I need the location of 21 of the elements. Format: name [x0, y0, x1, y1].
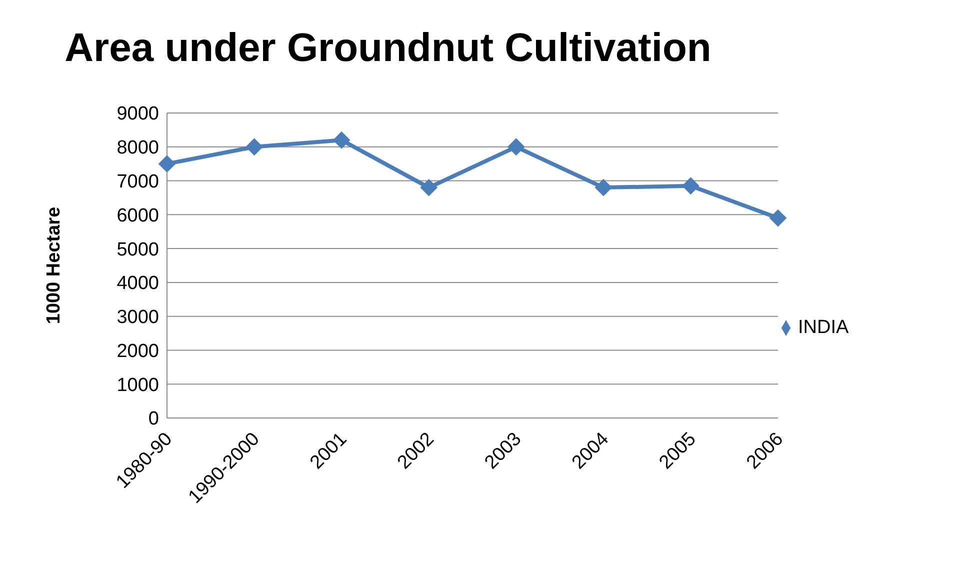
- y-tick-label: 2000: [116, 340, 159, 362]
- y-tick-label: 8000: [116, 138, 159, 159]
- point: [158, 155, 176, 172]
- y-tick-label: 1000: [116, 374, 159, 396]
- point: [682, 177, 700, 194]
- point: [594, 179, 612, 196]
- y-tick-label: 5000: [116, 239, 159, 260]
- point: [508, 138, 525, 156]
- point: [770, 210, 786, 227]
- point: [246, 138, 263, 156]
- y-tick-label: 6000: [116, 205, 159, 226]
- legend-label: INDIA: [798, 317, 849, 338]
- y-axis-title: 1000 Hectare: [44, 206, 65, 324]
- y-tick-label: 3000: [116, 307, 159, 328]
- y-tick-label: 4000: [116, 273, 159, 294]
- point: [333, 132, 350, 149]
- point: [420, 179, 438, 196]
- chart-title: Area under Groundnut Cultivation: [64, 25, 712, 72]
- y-tick-label: 0: [148, 408, 159, 430]
- y-tick-label: 7000: [116, 172, 159, 193]
- y-tick-label: 9000: [116, 104, 159, 125]
